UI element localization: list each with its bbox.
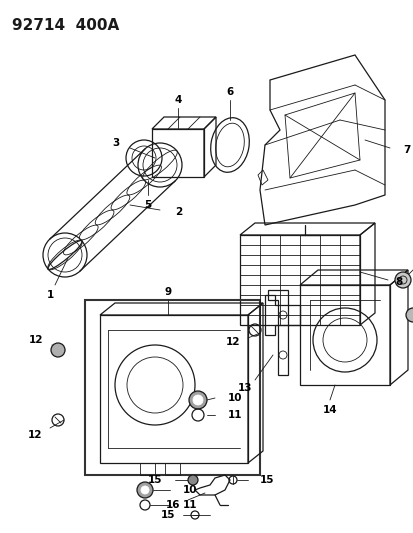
- Circle shape: [192, 395, 202, 405]
- Text: 11: 11: [183, 500, 197, 510]
- Circle shape: [405, 308, 413, 322]
- Text: 92714  400A: 92714 400A: [12, 18, 119, 33]
- Circle shape: [189, 391, 206, 409]
- Text: 15: 15: [147, 475, 161, 485]
- Text: 8: 8: [394, 277, 401, 287]
- Text: 9: 9: [164, 287, 171, 297]
- Text: 2: 2: [175, 207, 182, 217]
- Circle shape: [51, 343, 65, 357]
- Text: 7: 7: [402, 145, 409, 155]
- Text: 4: 4: [174, 95, 181, 105]
- Circle shape: [394, 272, 410, 288]
- Text: 15: 15: [160, 510, 175, 520]
- Text: 1: 1: [46, 290, 54, 300]
- Text: 10: 10: [228, 393, 242, 403]
- Circle shape: [188, 475, 197, 485]
- Text: 6: 6: [226, 87, 233, 97]
- Text: 10: 10: [183, 485, 197, 495]
- Text: 14: 14: [322, 405, 337, 415]
- Text: 12: 12: [27, 430, 42, 440]
- Bar: [240, 235, 359, 325]
- Circle shape: [137, 482, 153, 498]
- Text: 12: 12: [225, 337, 240, 347]
- Text: 16: 16: [165, 500, 180, 510]
- Text: 3: 3: [112, 138, 120, 148]
- Text: 12: 12: [28, 335, 43, 345]
- Text: 13: 13: [237, 383, 252, 393]
- Circle shape: [141, 486, 149, 494]
- Bar: [85, 300, 259, 475]
- Text: 11: 11: [228, 410, 242, 420]
- Text: 15: 15: [259, 475, 274, 485]
- Text: 5: 5: [144, 200, 151, 210]
